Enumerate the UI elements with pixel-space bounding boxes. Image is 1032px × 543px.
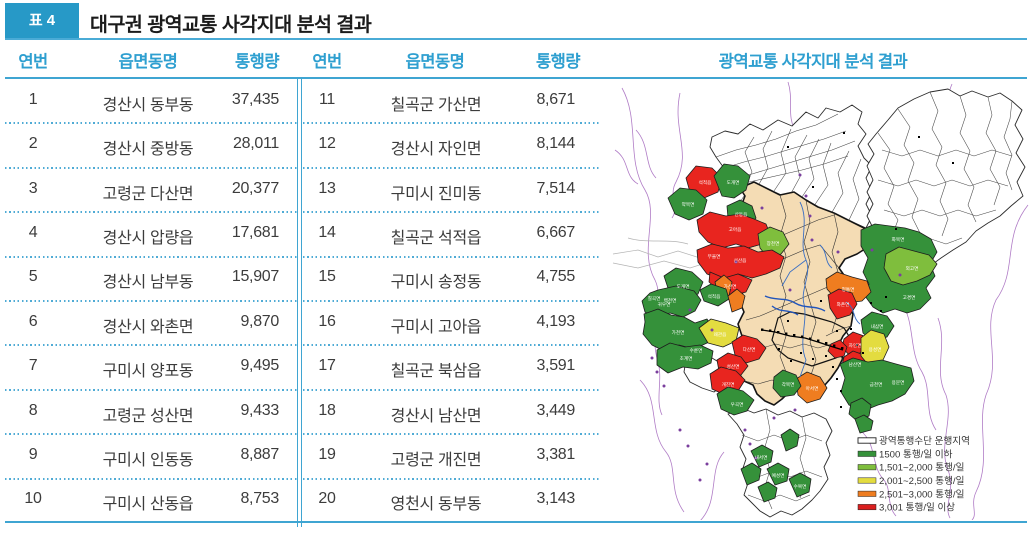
svg-text:산동읍: 산동읍 — [735, 211, 748, 217]
svg-text:우곡면: 우곡면 — [731, 401, 744, 408]
svg-text:3,001 통행/일 이상: 3,001 통행/일 이상 — [879, 502, 955, 514]
svg-text:왜관읍: 왜관읍 — [714, 331, 727, 338]
svg-text:금천면: 금천면 — [870, 381, 883, 387]
svg-text:석적읍: 석적읍 — [699, 179, 712, 186]
svg-text:청통면: 청통면 — [842, 286, 855, 292]
svg-text:초계면: 초계면 — [680, 355, 693, 362]
svg-text:광역통행수단 운행지역: 광역통행수단 운행지역 — [879, 435, 970, 447]
svg-text:석적읍: 석적읍 — [708, 293, 721, 300]
svg-text:아서면: 아서면 — [806, 385, 819, 392]
svg-text:각북면: 각북면 — [782, 381, 795, 388]
svg-text:도개면: 도개면 — [727, 179, 740, 186]
svg-text:예성면: 예성면 — [772, 472, 785, 479]
svg-text:무을면: 무을면 — [708, 253, 721, 260]
svg-text:성산면: 성산면 — [727, 363, 740, 369]
svg-text:내서면: 내서면 — [755, 454, 768, 461]
svg-text:용성면: 용성면 — [869, 346, 882, 352]
svg-text:고경면: 고경면 — [903, 294, 916, 300]
svg-text:귀우면: 귀우면 — [658, 301, 671, 308]
svg-text:약목면: 약목면 — [682, 201, 695, 208]
svg-text:화북면: 화북면 — [892, 236, 905, 243]
svg-text:2,001~2,500 통행/일: 2,001~2,500 통행/일 — [879, 475, 964, 487]
svg-text:1,501~2,000 통행/일: 1,501~2,000 통행/일 — [879, 462, 964, 474]
svg-text:가천면: 가천면 — [672, 329, 685, 336]
svg-text:수륜면: 수륜면 — [690, 347, 703, 354]
svg-text:내삼면: 내삼면 — [871, 323, 884, 330]
svg-text:남산면: 남산면 — [849, 361, 862, 367]
svg-text:2,501~3,000 통행/일: 2,501~3,000 통행/일 — [879, 488, 964, 500]
svg-text:외고면: 외고면 — [906, 265, 919, 272]
svg-text:1500 통행/일 이하: 1500 통행/일 이하 — [879, 448, 953, 460]
svg-text:고아읍: 고아읍 — [729, 226, 742, 233]
svg-text:다산면: 다산면 — [743, 346, 756, 353]
svg-text:자인면: 자인면 — [849, 342, 862, 349]
svg-text:도개면: 도개면 — [677, 283, 690, 290]
svg-text:수복면: 수복면 — [794, 483, 807, 490]
svg-text:와촌면: 와촌면 — [837, 301, 850, 308]
svg-text:선산읍: 선산읍 — [734, 257, 747, 263]
svg-text:가산면: 가산면 — [724, 283, 737, 290]
svg-text:장천면: 장천면 — [767, 240, 780, 246]
svg-text:용문면: 용문면 — [892, 379, 905, 385]
svg-text:칠곡면: 칠곡면 — [648, 295, 661, 302]
svg-text:개진면: 개진면 — [722, 381, 735, 388]
svg-text:백천면: 백천면 — [664, 297, 677, 304]
